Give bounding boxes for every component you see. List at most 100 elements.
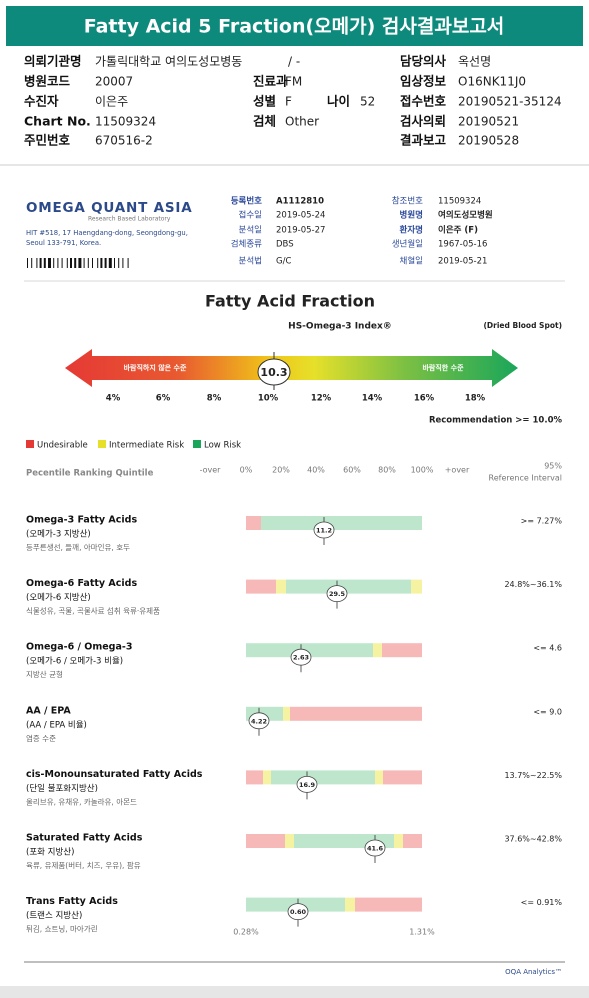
barcode-bar xyxy=(104,258,107,268)
bar-segment xyxy=(271,770,375,785)
barcode-bar xyxy=(100,258,103,268)
legend-swatch xyxy=(26,440,34,448)
lab-field-label: 환자명 xyxy=(400,225,423,236)
barcode-bar xyxy=(27,258,28,268)
bar-segment xyxy=(246,643,373,658)
info-label: 병원코드 xyxy=(24,74,71,89)
info-value: / - xyxy=(288,55,300,69)
lab-field-value: 여의도성모병원 xyxy=(438,210,493,221)
legend-swatch xyxy=(98,440,106,448)
item-sub: (단일 불포화지방산) xyxy=(26,783,98,794)
lab-field-label: 채혈일 xyxy=(400,256,423,267)
item-reference: 37.6%~42.8% xyxy=(504,835,562,844)
marker xyxy=(290,648,312,666)
lab-field-label: 접수일 xyxy=(239,210,262,221)
barcode-bar xyxy=(87,258,89,268)
info-value: 670516-2 xyxy=(95,134,153,148)
legend-label: Low Risk xyxy=(204,441,241,451)
gauge-left-label: 바람직하지 않은 수준 xyxy=(124,363,187,372)
lab-field-value: 2019-05-21 xyxy=(438,257,487,267)
scale-label: 20% xyxy=(272,466,290,475)
scale-label: 60% xyxy=(343,466,361,475)
barcode-bar xyxy=(70,258,72,268)
marker xyxy=(248,712,270,730)
bar-segment xyxy=(355,897,422,912)
marker xyxy=(313,521,335,539)
lab-field-value: G/C xyxy=(276,257,291,267)
item-reference: >= 7.27% xyxy=(521,517,563,526)
legend: Undesirable Intermediate Risk Low Risk xyxy=(26,440,241,451)
item-foods: 염증 수준 xyxy=(26,734,56,743)
lab-field-label: 병원명 xyxy=(400,210,423,221)
item-sub: (오메가-6 지방산) xyxy=(26,592,91,603)
scale-label: 40% xyxy=(307,466,325,475)
barcode-bar xyxy=(97,258,99,268)
item-value: 29.5 xyxy=(329,590,346,598)
legend-label: Undesirable xyxy=(37,441,88,451)
scale-label: +over xyxy=(445,466,470,475)
barcode-bar xyxy=(118,258,120,268)
item-value: 2.63 xyxy=(293,654,309,662)
item-value: 16.9 xyxy=(299,781,316,789)
item-sub: (포화 지방산) xyxy=(26,847,74,858)
item-foods: 식물성유, 곡물, 곡물사료 섭취 육류·유제품 xyxy=(26,606,160,616)
lab-field-value: 1967-05-16 xyxy=(438,240,487,250)
marker xyxy=(296,776,318,793)
gauge-arrow xyxy=(65,349,518,387)
info-value: 11509324 xyxy=(95,115,156,129)
info-value: FM xyxy=(285,75,302,89)
item-value: 41.6 xyxy=(367,845,384,853)
lab-field-label: 등록번호 xyxy=(231,196,262,207)
info-value: 20190521-35124 xyxy=(458,95,562,109)
bar-segment xyxy=(373,643,382,658)
item-foods: 지방산 균형 xyxy=(26,669,63,679)
item-reference: <= 0.91% xyxy=(521,898,563,907)
barcode-bar xyxy=(83,258,85,268)
lab-tagline: Research Based Laboratory xyxy=(88,216,171,223)
scale-label: -over xyxy=(200,466,222,475)
info-label: 검사의뢰 xyxy=(400,114,446,129)
item-sub: (트랜스 지방산) xyxy=(26,910,82,921)
item-foods: 올리브유, 유채유, 카놀라유, 아몬드 xyxy=(26,796,137,806)
info-label: 담당의사 xyxy=(400,54,447,69)
gauge-marker xyxy=(257,358,291,386)
lab-field-label: 분석법 xyxy=(239,256,262,267)
bar-segment xyxy=(290,706,422,721)
bar-segment xyxy=(276,579,286,594)
legend-swatch xyxy=(193,440,201,448)
info-label: Chart No. xyxy=(24,114,91,129)
lab-logo: OMEGA QUANT ASIA xyxy=(26,200,192,216)
item-name: Saturated Fatty Acids xyxy=(26,833,143,844)
barcode-bar xyxy=(78,258,82,268)
info-value: F xyxy=(285,95,292,109)
info-label: 접수번호 xyxy=(400,94,447,109)
item-name: AA / EPA xyxy=(26,705,71,716)
item-sub: (오메가-6 / 오메가-3 비율) xyxy=(26,657,123,667)
lab-field-value: DBS xyxy=(276,240,294,250)
header-bar xyxy=(6,6,583,46)
bar-segment xyxy=(263,770,271,785)
info-label: 주민번호 xyxy=(24,133,71,148)
bar-segment xyxy=(345,897,355,912)
bar-segment xyxy=(394,834,403,848)
item-sub: (오메가-3 지방산) xyxy=(26,529,91,540)
info-value: Other xyxy=(285,115,319,129)
item-name: cis-Monounsaturated Fatty Acids xyxy=(26,769,203,780)
barcode-bar xyxy=(108,258,112,268)
bar-segment xyxy=(286,579,411,594)
barcode-bar xyxy=(66,258,68,268)
info-value: 가톨릭대학교 여의도성모병동 xyxy=(95,55,242,69)
bar-segment xyxy=(261,516,422,530)
barcode-bar xyxy=(48,258,51,268)
item-name: Omega-6 Fatty Acids xyxy=(26,578,137,589)
gauge-tick-label: 12% xyxy=(311,394,332,404)
lab-field-label: 검체종류 xyxy=(231,239,262,250)
scale-label: 0% xyxy=(240,466,253,475)
lab-address: HIT #518, 17 Haengdang-dong, Seongdong-g… xyxy=(26,229,188,237)
item-foods: 육류, 유제품(버터, 치즈, 우유), 팜유 xyxy=(26,860,141,870)
bar-segment xyxy=(246,579,276,594)
bar-segment xyxy=(403,834,422,848)
bar-segment xyxy=(375,770,383,785)
